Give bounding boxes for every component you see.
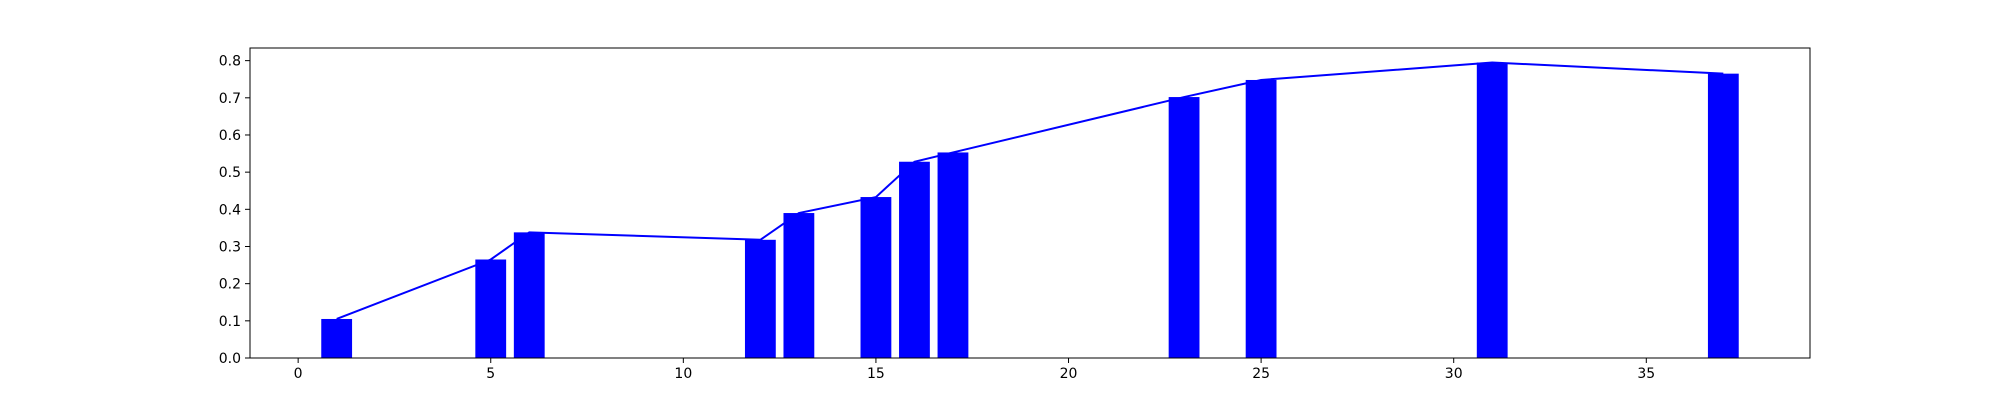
bars-layer [321,62,1739,359]
y-tick-label: 0.2 [219,277,241,293]
y-tick-label: 0.3 [219,239,241,255]
bar [1168,97,1200,358]
bar [321,318,353,358]
x-tick-label: 0 [294,366,303,382]
line-layer [336,61,1724,320]
y-tick-label: 0.1 [219,314,241,330]
bar [860,197,892,358]
bar [783,213,815,358]
bar [475,259,507,358]
x-tick-label: 35 [1637,366,1655,382]
y-tick-label: 0.4 [219,202,241,218]
bar [1245,79,1277,358]
series-line [336,61,1724,320]
bar [513,232,545,358]
x-tick-label: 20 [1060,366,1078,382]
plot-frame [249,47,1811,359]
x-tick-label: 10 [674,366,692,382]
y-axis: 0.0 0.1 0.2 0.3 0.4 0.5 0.6 0.7 0.8 [219,54,250,367]
x-tick-label: 5 [486,366,495,382]
bar [899,161,930,358]
bar [1476,62,1508,358]
y-tick-label: 0.6 [219,128,241,144]
bar [744,239,776,358]
x-tick-label: 15 [867,366,885,382]
bar [1707,73,1739,359]
x-tick-label: 25 [1252,366,1270,382]
y-tick-label: 0.5 [219,165,241,181]
x-tick-label: 30 [1445,366,1463,382]
y-tick-label: 0.0 [219,351,241,367]
y-tick-label: 0.8 [219,54,241,70]
bar [937,152,969,358]
y-tick-label: 0.7 [219,91,241,107]
x-axis: 0 5 10 15 20 25 30 35 [294,358,1655,382]
